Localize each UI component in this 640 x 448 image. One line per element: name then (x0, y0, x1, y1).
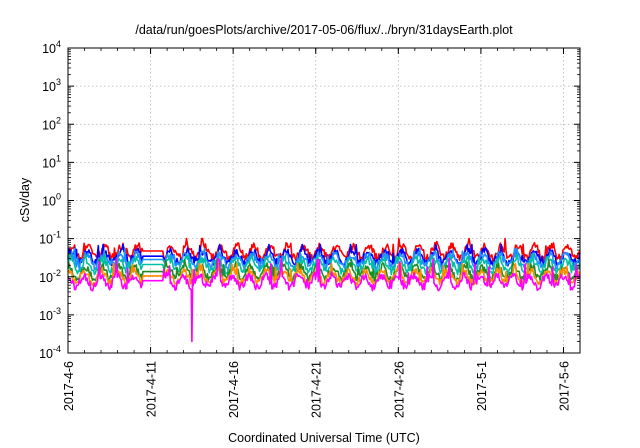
grid-lines (67, 48, 580, 353)
plot-area (67, 237, 581, 343)
x-tick-label: 2017-4-26 (392, 361, 406, 418)
y-tick-label: 100 (42, 192, 61, 209)
chart-title: /data/run/goesPlots/archive/2017-05-06/f… (135, 23, 513, 37)
y-tick-label: 10-2 (39, 268, 61, 285)
x-axis: 2017-4-6 2017-4-11 2017-4-16 2017-4-21 2017-… (62, 48, 581, 418)
y-tick-label: 101 (42, 153, 61, 170)
y-tick-label: 102 (42, 115, 61, 132)
x-tick-label: 2017-4-16 (227, 361, 241, 418)
series-line (67, 253, 581, 276)
x-tick-label: 2017-5-6 (557, 361, 571, 411)
x-tick-label: 2017-4-21 (310, 361, 324, 418)
x-axis-label: Coordinated Universal Time (UTC) (228, 431, 420, 445)
y-tick-label: 10-4 (39, 344, 61, 361)
y-axis: 10-4 10-3 10-2 10-1 100 101 102 103 104 (39, 39, 580, 361)
x-tick-label: 2017-5-1 (475, 361, 489, 411)
series-line (67, 243, 581, 267)
y-axis-label: cSv/day (18, 177, 32, 222)
y-tick-label: 104 (42, 39, 61, 56)
y-tick-label: 103 (42, 77, 61, 94)
series-line (67, 258, 581, 283)
x-tick-label: 2017-4-11 (145, 361, 159, 417)
series-line (67, 257, 581, 343)
y-tick-label: 10-3 (39, 306, 61, 323)
x-tick-label: 2017-4-6 (62, 361, 76, 411)
y-tick-label: 10-1 (39, 230, 61, 247)
